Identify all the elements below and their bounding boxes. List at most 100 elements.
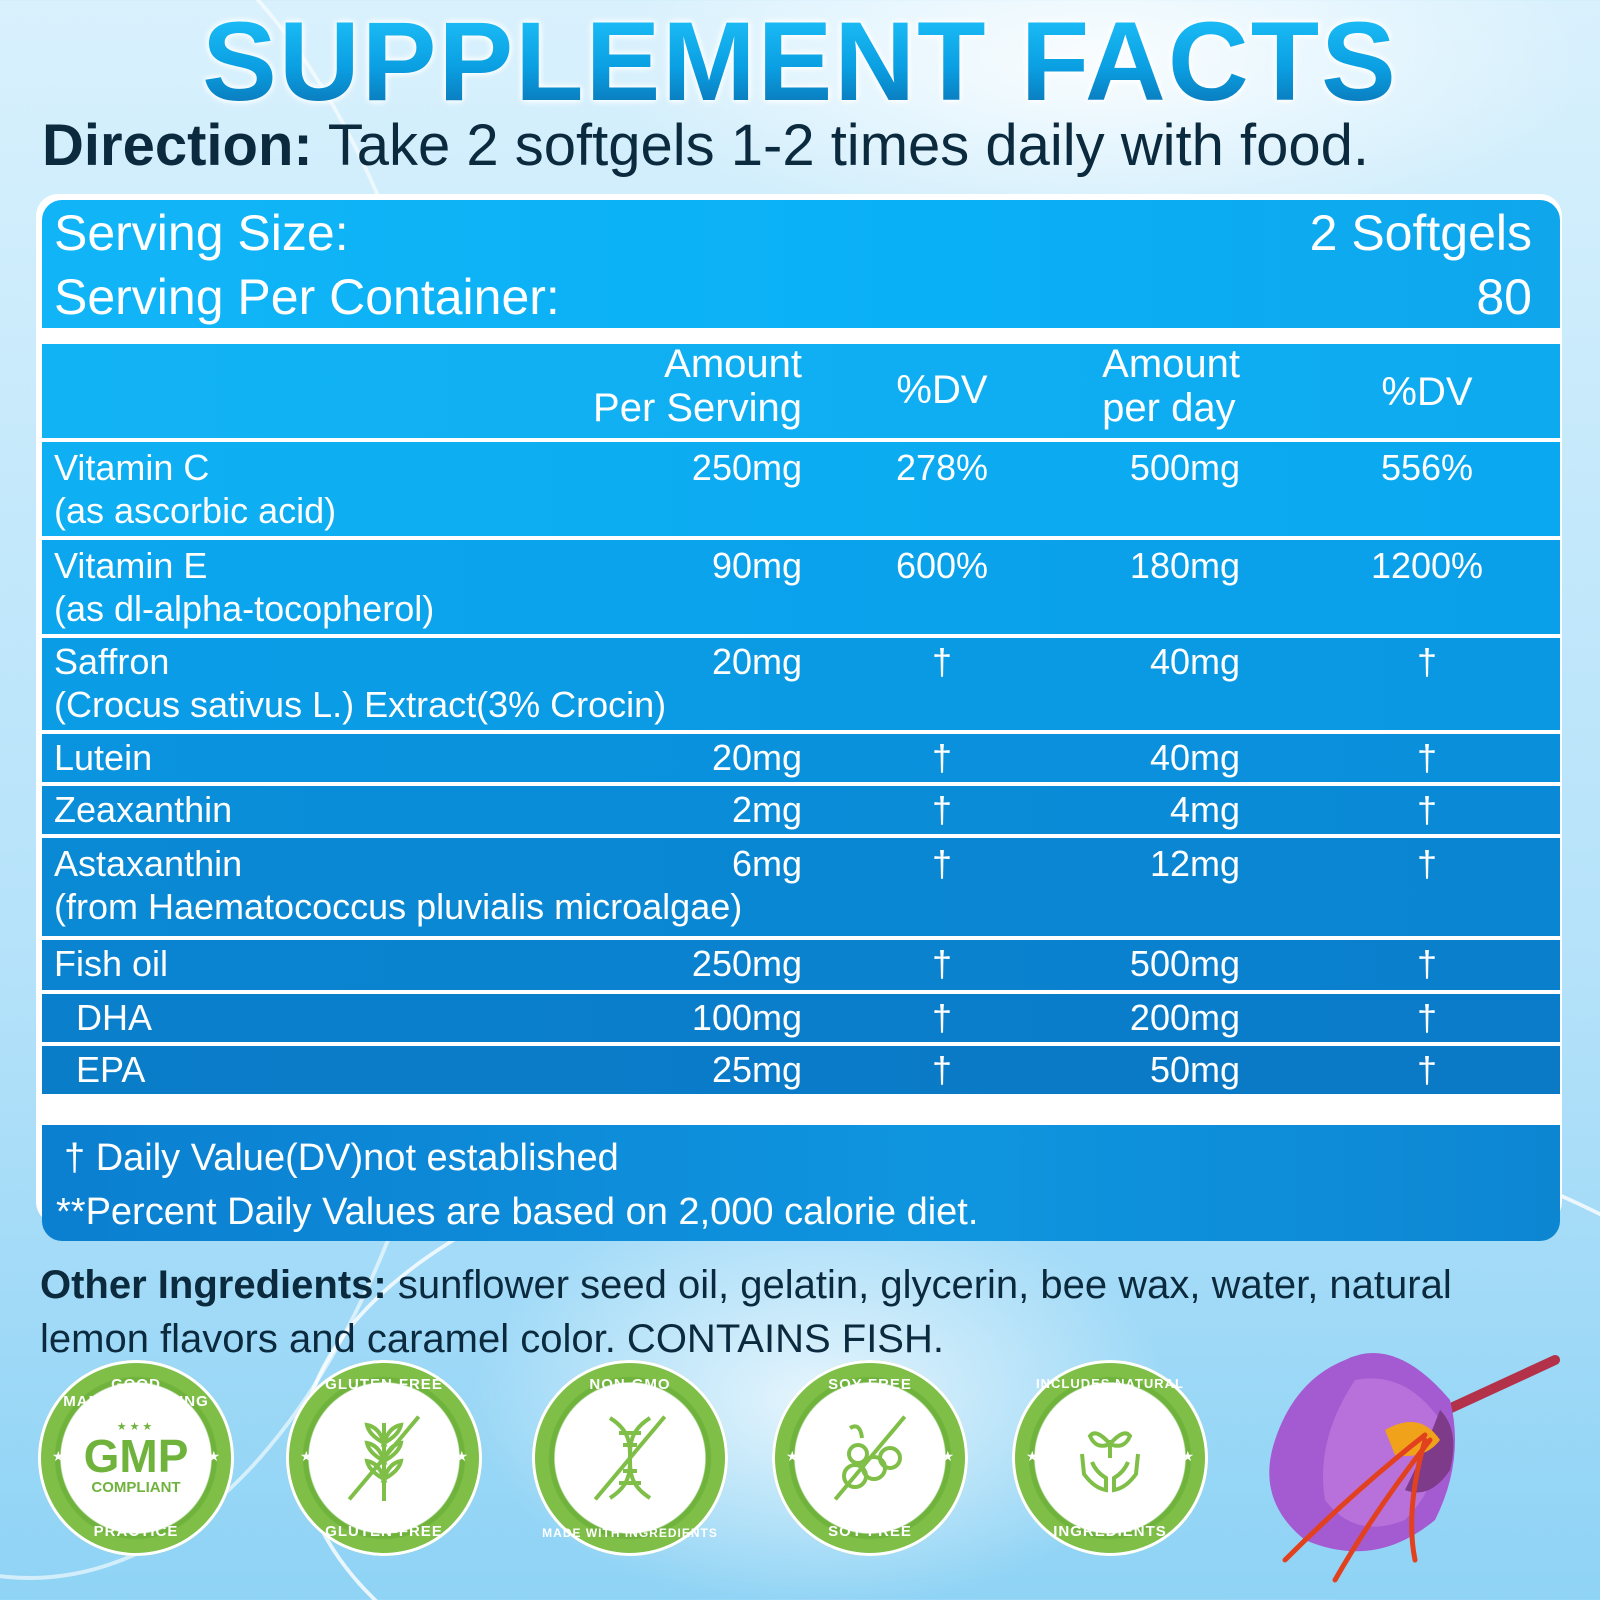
header-dv-serving: %DV — [896, 368, 988, 412]
star-icon: ★ — [455, 1448, 468, 1464]
badge-bottom-text: MADE WITH INGREDIENTS — [542, 1526, 718, 1540]
star-icon: ★ — [300, 1448, 313, 1464]
star-icon: ★ — [52, 1448, 65, 1464]
serving-per-container-row: Serving Per Container: 80 — [54, 272, 1532, 322]
amount-per-serving: 25mg — [711, 1049, 802, 1090]
serving-size-row: Serving Size: 2 Softgels — [54, 208, 1532, 258]
ingredient-source: (Crocus sativus L.) Extract(3% Crocin) — [54, 684, 667, 726]
table-row-vitamin-c: Vitamin C (as ascorbic acid) 250mg 278% … — [42, 442, 1560, 536]
amount-per-day: 200mg — [1129, 997, 1240, 1038]
direction-label: Direction: — [42, 113, 313, 178]
badge-top-text: INCLUDES NATURAL — [1036, 1376, 1184, 1391]
table-header: Amount Per Serving %DV Amount per day %D… — [42, 342, 1560, 438]
ingredient-name: EPA — [76, 1049, 146, 1090]
badge-top-text: GOOD MANUFACTURING — [63, 1376, 209, 1410]
dv-per-serving: † — [931, 737, 953, 778]
amount-per-serving: 250mg — [691, 943, 802, 984]
table-row-epa: EPA 25mg † 50mg † — [42, 1046, 1560, 1094]
star-icon: ★ — [786, 1448, 799, 1464]
ingredient-name: DHA — [76, 997, 153, 1038]
header-amount-day-line2: per day — [1102, 386, 1236, 430]
dv-per-day: 1200% — [1370, 545, 1484, 586]
direction-line: Direction: Take 2 softgels 1-2 times dai… — [42, 114, 1369, 178]
star-icon: ★ — [1026, 1448, 1039, 1464]
dv-per-day: † — [1416, 737, 1438, 778]
ingredient-name: Astaxanthin (from Haematococcus pluviali… — [54, 842, 742, 928]
saffron-flower-image — [1269, 1353, 1560, 1583]
star-icon: ★ — [207, 1448, 220, 1464]
dv-per-day: † — [1416, 943, 1438, 984]
dv-per-serving: 278% — [895, 447, 989, 488]
table-row-zeaxanthin: Zeaxanthin 2mg † 4mg † — [42, 786, 1560, 834]
table-row-astaxanthin: Astaxanthin (from Haematococcus pluviali… — [42, 838, 1560, 936]
table-row-lutein: Lutein 20mg † 40mg † — [42, 734, 1560, 782]
amount-per-serving: 250mg — [691, 447, 802, 488]
dv-per-day: † — [1416, 843, 1438, 884]
ingredient-name: Vitamin C (as ascorbic acid) — [54, 446, 336, 532]
dv-per-serving: † — [931, 843, 953, 884]
amount-per-day: 500mg — [1129, 447, 1240, 488]
dv-per-serving: † — [931, 789, 953, 830]
dv-per-serving: † — [931, 641, 953, 682]
serving-per-container-label: Serving Per Container: — [54, 269, 560, 325]
wheat-icon — [364, 1422, 404, 1501]
dv-per-serving: † — [931, 1049, 953, 1090]
amount-per-day: 180mg — [1129, 545, 1240, 586]
badge-bottom-text: SOY-FREE — [828, 1523, 912, 1540]
table-row-vitamin-e: Vitamin E (as dl-alpha-tocopherol) 90mg … — [42, 540, 1560, 634]
dv-per-serving: † — [931, 997, 953, 1038]
ingredient-name: Vitamin E (as dl-alpha-tocopherol) — [54, 544, 434, 630]
dv-per-day: † — [1416, 1049, 1438, 1090]
dna-icon — [608, 1416, 652, 1500]
footnote-percent: **Percent Daily Values are based on 2,00… — [56, 1191, 979, 1233]
amount-per-serving: 20mg — [711, 737, 802, 778]
ingredient-name: Zeaxanthin — [54, 789, 233, 830]
ingredient-name: Saffron (Crocus sativus L.) Extract(3% C… — [54, 640, 666, 726]
supplement-facts-table: Amount Per Serving %DV Amount per day %D… — [42, 342, 1560, 1098]
badge-bottom-text: INGREDIENTS — [1053, 1523, 1167, 1540]
badge-center-text: GMP — [83, 1430, 189, 1482]
header-amount-per-serving: Amount Per Serving — [593, 342, 802, 430]
badge-top-text: NON-GMO — [589, 1376, 671, 1393]
gluten-free-badge: GLUTEN-FREE ★ ★ GLUTEN-FREE — [286, 1360, 482, 1556]
ingredient-title: Vitamin E — [54, 545, 208, 586]
badge-bottom-text: GLUTEN-FREE — [325, 1523, 443, 1540]
non-gmo-badge: NON-GMO MADE WITH INGREDIENTS — [532, 1360, 728, 1556]
soy-free-badge: SOY-FREE ★ ★ SOY-FREE — [772, 1360, 968, 1556]
badge-top-text: SOY-FREE — [828, 1376, 912, 1393]
header-dv-day: %DV — [1381, 370, 1473, 414]
ingredient-title: Vitamin C — [54, 447, 210, 488]
amount-per-day: 4mg — [1169, 789, 1240, 830]
table-row-dha: DHA 100mg † 200mg † — [42, 994, 1560, 1042]
header-amount-per-day: Amount per day — [1102, 342, 1240, 430]
star-icon: ★ — [941, 1448, 954, 1464]
badge-center-subtext: COMPLIANT — [91, 1479, 181, 1496]
amount-per-serving: 100mg — [691, 997, 802, 1038]
star-icon: ★ — [1181, 1448, 1194, 1464]
amount-per-day: 40mg — [1149, 737, 1240, 778]
ingredient-source: (as ascorbic acid) — [54, 490, 337, 532]
table-row-fish-oil: Fish oil 250mg † 500mg † — [42, 940, 1560, 990]
table-row-saffron: Saffron (Crocus sativus L.) Extract(3% C… — [42, 638, 1560, 730]
amount-per-serving: 2mg — [731, 789, 802, 830]
gmp-badge: GOOD MANUFACTURING ★ ★ ★★★ GMP COMPLIANT … — [38, 1360, 234, 1556]
ingredient-source: (from Haematococcus pluvialis microalgae… — [54, 886, 743, 928]
amount-per-day: 500mg — [1129, 943, 1240, 984]
serving-info: Serving Size: 2 Softgels Serving Per Con… — [42, 200, 1560, 328]
amount-per-serving: 90mg — [711, 545, 802, 586]
natural-ingredients-badge: INCLUDES NATURAL ★ ★ INGREDIENTS — [1012, 1360, 1208, 1556]
serving-size-value: 2 Softgels — [1309, 205, 1532, 261]
other-ingredients: Other Ingredients: sunflower seed oil, g… — [40, 1258, 1570, 1366]
direction-text: Take 2 softgels 1-2 times daily with foo… — [312, 113, 1370, 178]
serving-per-container-value: 80 — [1476, 269, 1532, 325]
page-title: SUPPLEMENT FACTS — [0, 6, 1600, 118]
ingredient-name: Fish oil — [54, 943, 169, 984]
badge-top-text: GLUTEN-FREE — [325, 1376, 443, 1393]
ingredient-title: Saffron — [54, 641, 170, 682]
soybean-icon — [842, 1424, 902, 1489]
dv-per-day: † — [1416, 641, 1438, 682]
header-amount-line1: Amount — [664, 342, 802, 386]
footnote-dagger: † Daily Value(DV)not established — [64, 1137, 619, 1179]
dv-per-day: † — [1416, 789, 1438, 830]
dv-per-day: † — [1416, 997, 1438, 1038]
